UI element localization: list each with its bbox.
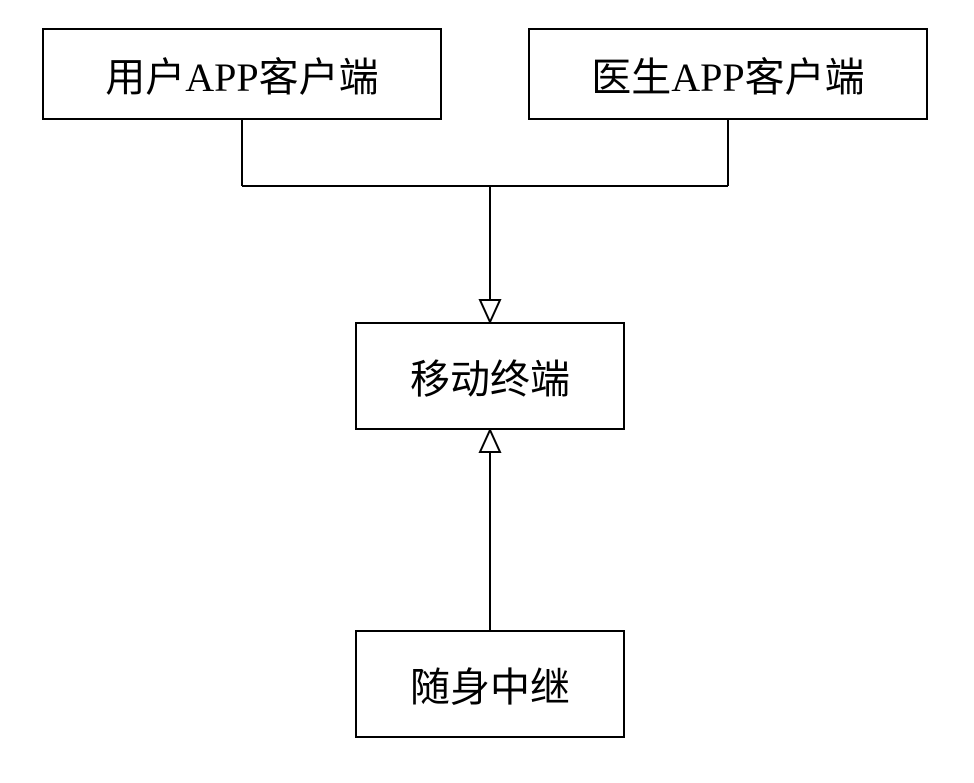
node-label: 医生APP客户端 [591,45,864,103]
diagram-canvas: 用户APP客户端 医生APP客户端 移动终端 随身中继 [0,0,974,783]
node-label: 用户APP客户端 [105,45,378,103]
node-user-app-client: 用户APP客户端 [42,28,442,120]
node-label: 随身中继 [410,655,570,713]
node-label: 移动终端 [410,347,570,405]
node-mobile-terminal: 移动终端 [355,322,625,430]
node-portable-relay: 随身中继 [355,630,625,738]
node-doctor-app-client: 医生APP客户端 [528,28,928,120]
